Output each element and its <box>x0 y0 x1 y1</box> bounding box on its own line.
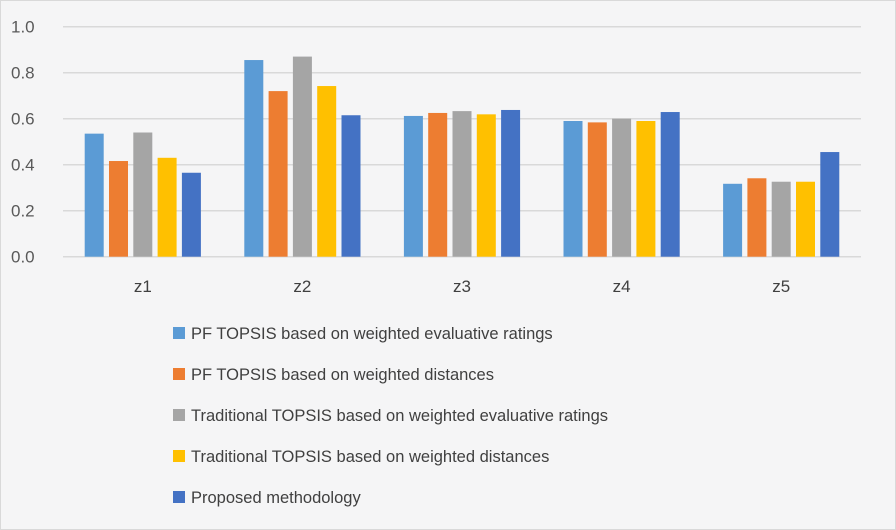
bar-z4-series-4 <box>636 121 656 257</box>
legend-label: PF TOPSIS based on weighted distances <box>191 366 494 384</box>
bar-z5-series-5 <box>820 152 840 257</box>
y-tick-label: 0.2 <box>11 202 35 221</box>
bar-z2-series-2 <box>268 91 288 257</box>
y-tick-label: 0.6 <box>11 110 35 129</box>
legend-swatch <box>173 368 185 380</box>
y-tick-label: 0.8 <box>11 64 35 83</box>
bar-z3-series-4 <box>476 114 496 257</box>
x-tick-label: z2 <box>293 277 311 296</box>
legend-swatch <box>173 409 185 421</box>
y-tick-label: 1.0 <box>11 18 35 37</box>
legend-swatch <box>173 491 185 503</box>
bar-z4-series-1 <box>563 121 583 257</box>
legend-label: PF TOPSIS based on weighted evaluative r… <box>191 325 553 343</box>
x-tick-label: z3 <box>453 277 471 296</box>
bar-z5-series-1 <box>723 183 743 257</box>
y-tick-label: 0.0 <box>11 248 35 267</box>
legend-label: Proposed methodology <box>191 489 361 507</box>
bar-z5-series-3 <box>771 181 791 257</box>
legend-label: Traditional TOPSIS based on weighted eva… <box>191 407 608 425</box>
bar-z3-series-5 <box>501 109 521 257</box>
x-tick-label: z5 <box>772 277 790 296</box>
bar-z2-series-3 <box>292 56 312 257</box>
bar-z2-series-5 <box>341 115 361 257</box>
bar-z4-series-2 <box>587 122 607 257</box>
bar-z5-series-2 <box>747 178 767 257</box>
x-tick-label: z4 <box>613 277 631 296</box>
bar-z2-series-1 <box>244 60 264 257</box>
y-tick-label: 0.4 <box>11 156 35 175</box>
legend-swatch <box>173 327 185 339</box>
bar-z4-series-3 <box>612 118 632 257</box>
bar-z4-series-5 <box>660 112 680 257</box>
legend-swatch <box>173 450 185 462</box>
legend-label: Traditional TOPSIS based on weighted dis… <box>191 448 549 466</box>
bar-z3-series-2 <box>428 112 448 257</box>
bar-z1-series-1 <box>84 133 104 257</box>
x-tick-label: z1 <box>134 277 152 296</box>
bar-z3-series-3 <box>452 111 472 257</box>
bar-z2-series-4 <box>317 86 337 257</box>
bar-z5-series-4 <box>796 181 815 257</box>
bar-z1-series-4 <box>157 157 177 257</box>
bar-z3-series-1 <box>403 115 423 257</box>
bar-z1-series-2 <box>109 161 128 257</box>
bar-z1-series-5 <box>181 172 201 257</box>
bar-z1-series-3 <box>133 132 153 257</box>
